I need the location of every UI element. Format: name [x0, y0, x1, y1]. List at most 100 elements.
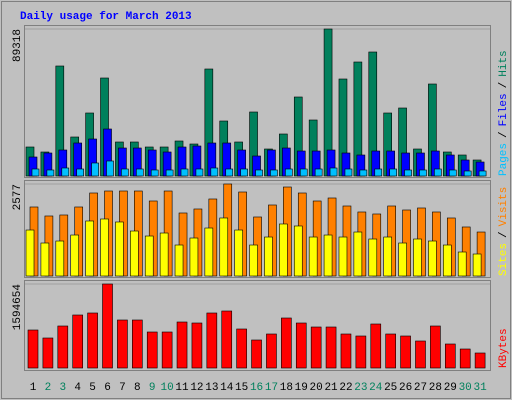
bar — [195, 168, 204, 177]
x-tick-label: 4 — [74, 382, 81, 394]
bar — [266, 333, 277, 369]
bar — [404, 169, 412, 177]
bar — [121, 168, 129, 177]
x-tick-label: 20 — [310, 382, 323, 394]
legend-entry: Files — [498, 93, 510, 126]
y-tick-label: 1594654 — [12, 284, 24, 331]
bar — [448, 169, 457, 177]
x-tick-label: 2 — [45, 382, 52, 394]
x-tick-label: 25 — [384, 382, 397, 394]
bar — [463, 170, 472, 177]
x-tick-label: 26 — [399, 382, 412, 394]
bar — [353, 231, 363, 277]
bar — [323, 234, 333, 277]
legend-entry: Pages — [498, 143, 510, 176]
bar — [176, 321, 188, 369]
bar — [329, 167, 338, 177]
bar — [204, 227, 214, 277]
y-tick-label: 89318 — [12, 29, 24, 62]
bar — [206, 312, 218, 369]
bar — [472, 253, 482, 277]
y-tick-label: 2577 — [12, 184, 24, 210]
bar — [474, 352, 486, 369]
x-tick-label: 9 — [149, 382, 156, 394]
bar — [285, 168, 293, 177]
bar — [236, 328, 247, 369]
bar — [25, 229, 35, 277]
bar — [72, 314, 84, 369]
bar — [174, 244, 184, 277]
bar — [180, 168, 189, 177]
bar — [100, 218, 109, 277]
bar — [189, 237, 199, 277]
bar — [61, 167, 70, 177]
bar — [249, 244, 258, 277]
bar — [55, 240, 65, 277]
bar — [144, 235, 154, 277]
x-tick-label: 13 — [205, 382, 218, 394]
x-tick-label: 7 — [119, 382, 126, 394]
legend: Pages / Files / Hits — [498, 50, 510, 176]
legend-separator: / — [498, 131, 510, 138]
bar — [299, 168, 308, 177]
bar — [130, 230, 139, 277]
bar — [442, 244, 452, 277]
bar — [413, 238, 422, 277]
bar — [264, 236, 273, 277]
legend: KBytes — [498, 328, 510, 368]
x-tick-label: 21 — [324, 382, 338, 394]
x-tick-label: 17 — [265, 382, 278, 394]
bar — [359, 169, 368, 177]
bar — [191, 322, 203, 369]
bar — [293, 225, 303, 277]
bar — [136, 168, 144, 177]
bar — [210, 167, 219, 177]
bar — [117, 319, 128, 369]
bar — [46, 169, 55, 177]
bar — [150, 169, 159, 177]
bar — [161, 331, 173, 369]
x-tick-label: 1 — [30, 382, 37, 394]
bar — [314, 168, 323, 177]
bar — [430, 325, 441, 369]
bar — [102, 283, 113, 369]
bar — [344, 168, 353, 177]
bar — [31, 168, 40, 177]
x-tick-label: 3 — [60, 382, 67, 394]
x-tick-label: 18 — [280, 382, 293, 394]
bar — [91, 162, 99, 177]
chart-title: Daily usage for March 2013 — [20, 11, 192, 23]
bar — [398, 242, 407, 277]
bar — [308, 236, 318, 277]
bar — [219, 217, 229, 277]
bar — [374, 168, 383, 177]
x-tick-label: 10 — [161, 382, 174, 394]
bar — [87, 312, 98, 369]
legend-entry: Hits — [498, 50, 510, 76]
x-tick-label: 19 — [295, 382, 308, 394]
bar — [355, 335, 367, 369]
bar — [234, 229, 243, 277]
bar — [255, 169, 263, 177]
bar — [340, 333, 352, 369]
x-tick-label: 28 — [429, 382, 442, 394]
x-tick-label: 29 — [444, 382, 457, 394]
bar — [368, 238, 378, 277]
bar — [385, 333, 396, 369]
bar — [281, 317, 292, 369]
legend-separator: / — [498, 82, 510, 89]
bar — [42, 337, 54, 369]
bar — [457, 251, 467, 277]
bar — [419, 169, 427, 177]
bar — [221, 310, 233, 369]
bar — [434, 168, 442, 177]
x-tick-label: 16 — [250, 382, 263, 394]
legend-entry: KBytes — [498, 328, 510, 368]
bar — [478, 170, 487, 177]
x-tick-label: 8 — [134, 382, 141, 394]
bar — [459, 348, 471, 369]
bar — [251, 339, 262, 369]
bar — [428, 240, 437, 277]
